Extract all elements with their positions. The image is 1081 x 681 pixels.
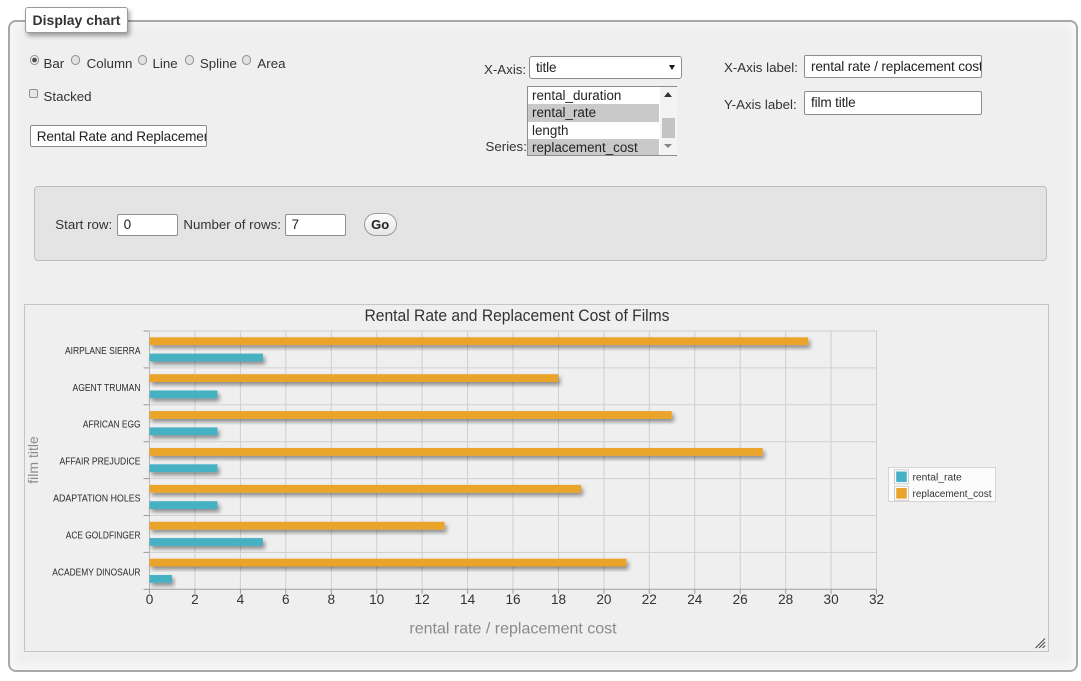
svg-text:8: 8 (328, 592, 336, 607)
svg-text:10: 10 (369, 592, 385, 607)
svg-text:ACE GOLDFINGER: ACE GOLDFINGER (66, 530, 141, 541)
svg-text:32: 32 (869, 592, 884, 607)
svg-text:AFFAIR PREJUDICE: AFFAIR PREJUDICE (60, 457, 141, 468)
svg-text:rental_rate: rental_rate (913, 472, 963, 483)
svg-text:18: 18 (551, 592, 566, 607)
svg-text:2: 2 (191, 592, 199, 607)
svg-text:Rental Rate and Replacement Co: Rental Rate and Replacement Cost of Film… (365, 307, 670, 325)
svg-text:28: 28 (778, 592, 793, 607)
svg-text:14: 14 (460, 592, 476, 607)
svg-text:26: 26 (733, 592, 748, 607)
svg-text:6: 6 (282, 592, 290, 607)
svg-text:ADAPTATION HOLES: ADAPTATION HOLES (53, 494, 141, 505)
svg-text:film title: film title (25, 436, 41, 484)
svg-text:22: 22 (642, 592, 657, 607)
svg-text:30: 30 (824, 592, 840, 607)
svg-text:AIRPLANE SIERRA: AIRPLANE SIERRA (65, 346, 141, 357)
svg-text:rental rate / replacement cost: rental rate / replacement cost (409, 620, 617, 637)
svg-text:4: 4 (237, 592, 245, 607)
svg-text:16: 16 (505, 592, 520, 607)
svg-text:replacement_cost: replacement_cost (913, 489, 992, 500)
svg-text:24: 24 (687, 592, 703, 607)
svg-text:20: 20 (596, 592, 612, 607)
svg-text:ACADEMY DINOSAUR: ACADEMY DINOSAUR (52, 567, 140, 578)
svg-text:0: 0 (146, 592, 154, 607)
svg-text:AFRICAN EGG: AFRICAN EGG (83, 420, 141, 431)
svg-text:12: 12 (415, 592, 430, 607)
svg-text:AGENT TRUMAN: AGENT TRUMAN (73, 383, 141, 394)
